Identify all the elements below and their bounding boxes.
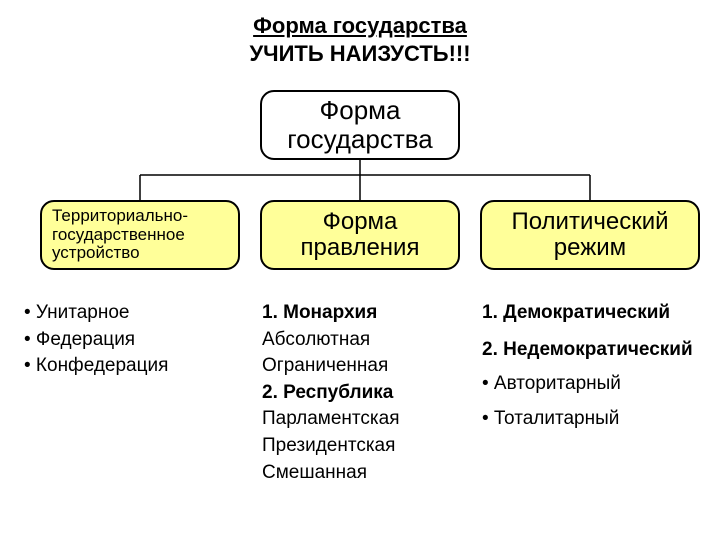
node-left: Территориально-государственное устройств… bbox=[40, 200, 240, 270]
list-item: 1. Монархия bbox=[262, 300, 462, 327]
list-item: • Конфедерация bbox=[24, 353, 244, 380]
title-block: Форма государства УЧИТЬ НАИЗУСТЬ!!! bbox=[0, 0, 720, 67]
node-right-label: Политический режим bbox=[488, 209, 692, 262]
list-item: • Тоталитарный bbox=[482, 406, 720, 433]
list-item: • Авторитарный bbox=[482, 371, 720, 398]
spacer bbox=[482, 363, 720, 371]
list-item: • Унитарное bbox=[24, 300, 244, 327]
list-mid: 1. Монархия Абсолютная Ограниченная 2. Р… bbox=[262, 300, 462, 486]
list-item: Абсолютная bbox=[262, 327, 462, 354]
list-item: Смешанная bbox=[262, 460, 462, 487]
list-item: 2. Недемократический bbox=[482, 337, 720, 364]
node-mid-label: Форма правления bbox=[268, 209, 452, 262]
list-item: Ограниченная bbox=[262, 353, 462, 380]
title-line2: УЧИТЬ НАИЗУСТЬ!!! bbox=[0, 40, 720, 68]
node-left-label: Территориально-государственное устройств… bbox=[52, 207, 228, 263]
node-right: Политический режим bbox=[480, 200, 700, 270]
list-item: Президентская bbox=[262, 433, 462, 460]
list-item: 2. Республика bbox=[262, 380, 462, 407]
title-line1: Форма государства bbox=[0, 12, 720, 40]
list-item: • Федерация bbox=[24, 327, 244, 354]
node-mid: Форма правления bbox=[260, 200, 460, 270]
node-root-label: Форма государства bbox=[268, 96, 452, 153]
list-right: 1. Демократический 2. Недемократический … bbox=[482, 300, 720, 432]
list-left: • Унитарное • Федерация • Конфедерация bbox=[24, 300, 244, 380]
list-item: Парламентская bbox=[262, 406, 462, 433]
list-item: 1. Демократический bbox=[482, 300, 720, 327]
spacer bbox=[482, 398, 720, 406]
spacer bbox=[482, 327, 720, 337]
node-root: Форма государства bbox=[260, 90, 460, 160]
